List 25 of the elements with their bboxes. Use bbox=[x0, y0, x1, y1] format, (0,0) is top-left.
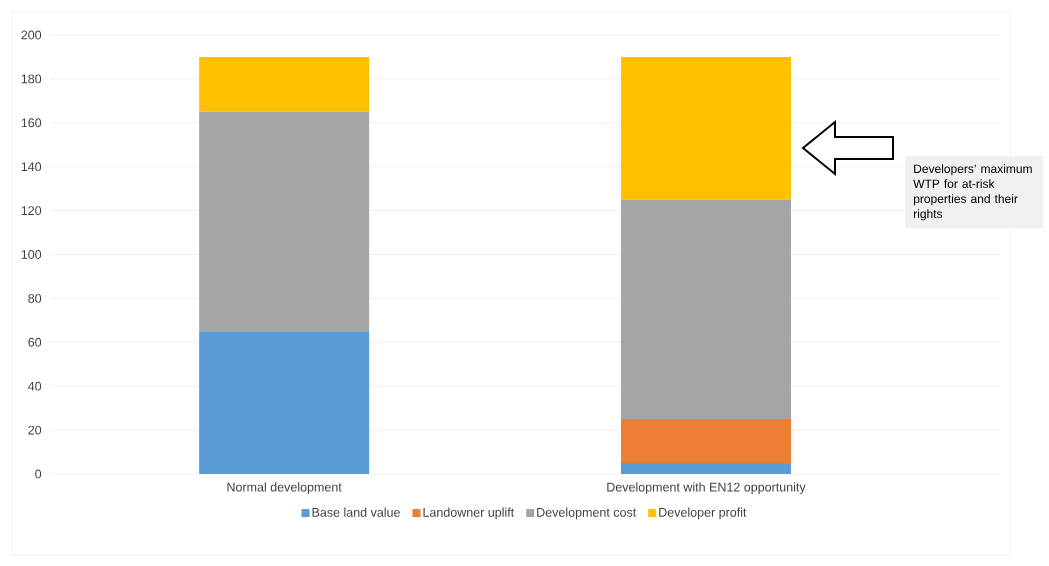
y-tick-label: 20 bbox=[28, 425, 42, 435]
bar bbox=[199, 111, 370, 332]
bar bbox=[199, 56, 370, 112]
y-tick-label: 100 bbox=[21, 250, 42, 259]
legend-label: Landowner uplift bbox=[423, 507, 515, 520]
y-tick-label: 120 bbox=[21, 206, 42, 216]
y-tick-label: 60 bbox=[28, 337, 42, 347]
x-tick-label: Normal development bbox=[227, 482, 342, 494]
legend-label: Base land value bbox=[312, 507, 400, 517]
legend-label: Developer profit bbox=[659, 507, 747, 520]
x-tick-label: Development with EN12 opportunity bbox=[607, 482, 806, 494]
annotation: Developers’ maximum WTP for at-risk properties and their rights bbox=[913, 164, 1032, 221]
bar bbox=[199, 331, 370, 474]
y-tick-label: 0 bbox=[35, 469, 42, 479]
y-tick-label: 200 bbox=[21, 30, 42, 40]
y-tick-label: 180 bbox=[21, 74, 42, 84]
bar bbox=[620, 463, 791, 474]
bar bbox=[620, 419, 791, 464]
y-tick-label: 160 bbox=[21, 118, 42, 128]
y-tick-label: 40 bbox=[28, 381, 42, 391]
y-tick-label: 80 bbox=[28, 293, 42, 303]
legend-label: Development cost bbox=[537, 507, 637, 520]
y-tick-label: 140 bbox=[21, 162, 42, 172]
bar bbox=[620, 56, 791, 200]
bar bbox=[620, 199, 791, 420]
